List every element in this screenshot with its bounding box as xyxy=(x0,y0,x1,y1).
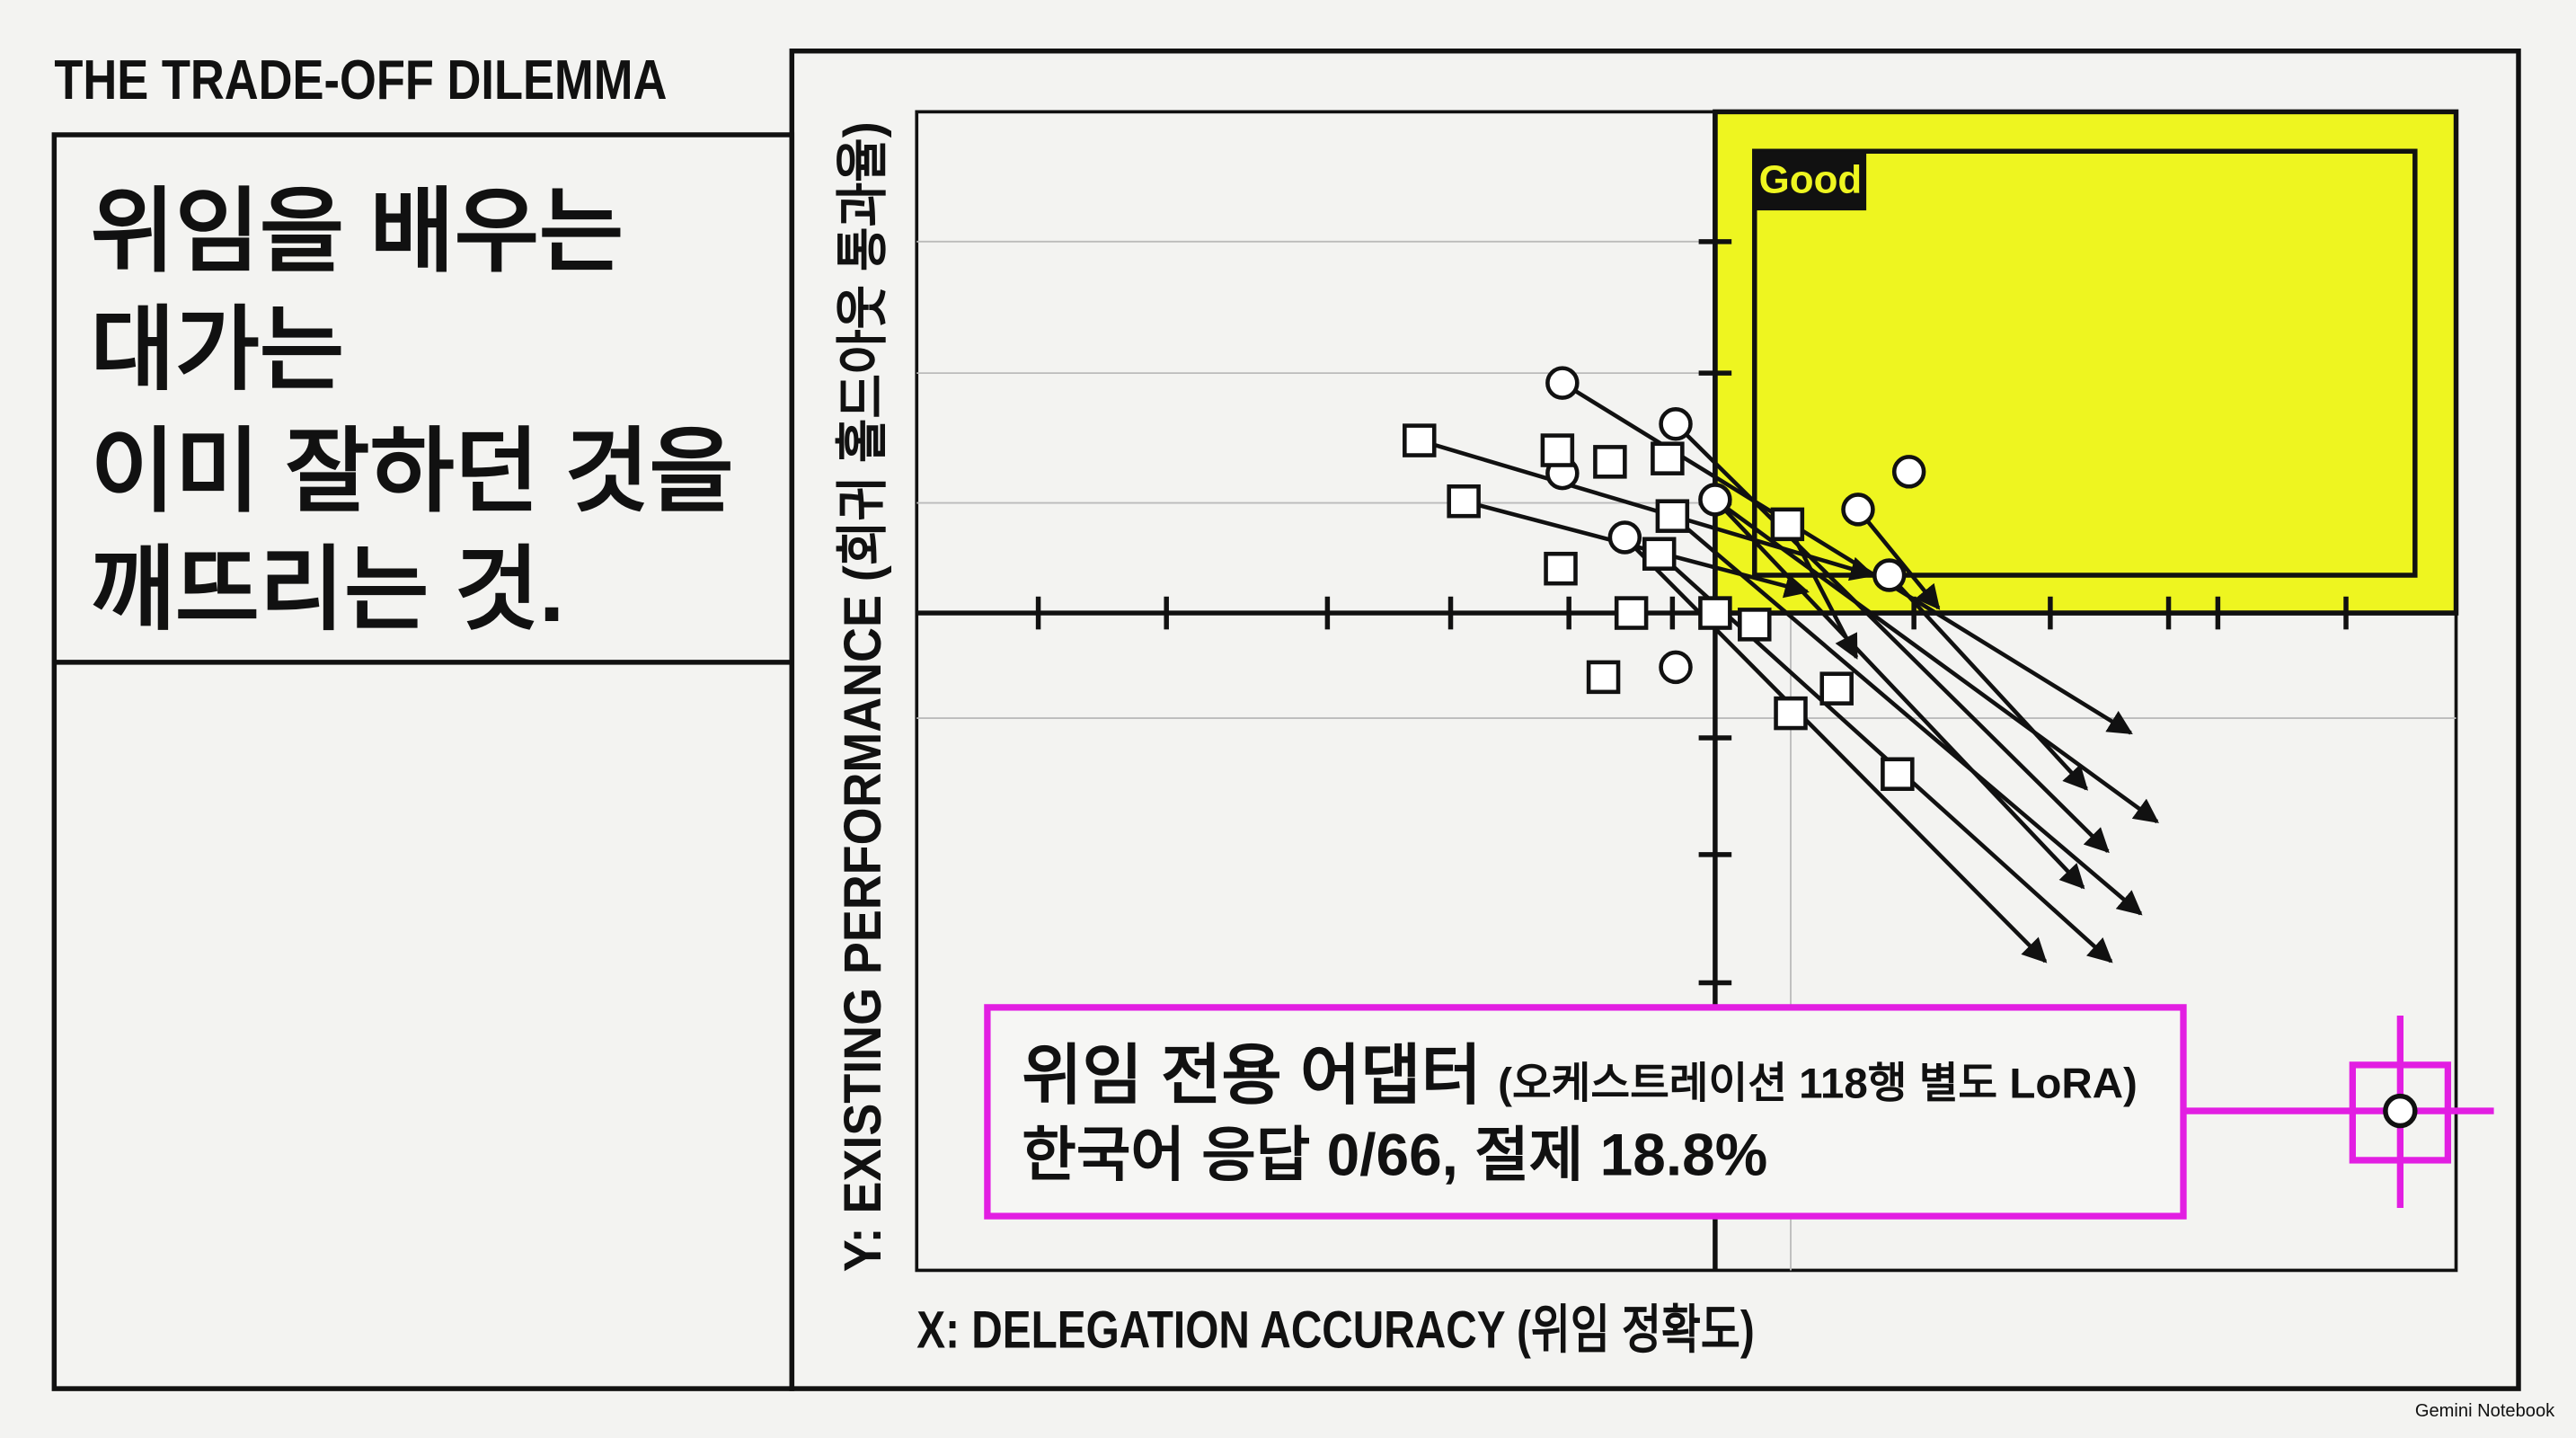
arrow xyxy=(1713,498,2085,890)
right-panel xyxy=(789,48,2521,1391)
adapter-point xyxy=(2383,1093,2418,1129)
square-marker xyxy=(1586,660,1621,695)
square-marker xyxy=(1655,499,1690,533)
arrow xyxy=(1888,573,2088,791)
square-marker xyxy=(1819,671,1854,706)
arrow xyxy=(1419,438,1876,581)
arrow xyxy=(1856,508,1941,610)
circle-marker xyxy=(1659,650,1693,685)
callout-box xyxy=(984,1004,2187,1220)
square-marker xyxy=(1447,484,1481,519)
callout-text: 위임 전용 어댑터 (오케스트레이션 118행 별도 LoRA) xyxy=(1022,1039,2138,1112)
headline-line: 이미 잘하던 것을 xyxy=(91,420,734,523)
headline-line: 대가는 xyxy=(91,297,345,401)
square-marker xyxy=(1738,608,1772,642)
callout-detail: 한국어 응답 0/66, 절제 18.8% xyxy=(1022,1121,1767,1187)
callout-title: 위임 전용 어댑터 xyxy=(1022,1039,1482,1112)
circle-marker xyxy=(1607,520,1642,555)
headline-line: 위임을 배우는 xyxy=(91,180,624,283)
arrow xyxy=(1561,381,2133,735)
good-label-box xyxy=(1754,151,1867,211)
x-axis-label: X: DELEGATION ACCURACY (위임 정확도) xyxy=(916,1300,1755,1359)
square-marker xyxy=(1774,696,1808,731)
arrow xyxy=(1623,536,2048,963)
square-marker xyxy=(1770,507,1805,542)
square-marker xyxy=(1651,441,1685,475)
square-marker xyxy=(1614,596,1649,630)
crosshair-box xyxy=(2349,1061,2452,1164)
arrow xyxy=(1785,523,1859,660)
arrow xyxy=(1674,422,2110,854)
circle-marker xyxy=(1891,455,1926,489)
square-marker xyxy=(1544,551,1578,586)
good-label: Good xyxy=(1759,158,1863,202)
plot-frame xyxy=(915,110,2458,1273)
arrow xyxy=(1670,514,2143,916)
square-marker xyxy=(1540,433,1575,467)
footer-brand: Gemini Notebook xyxy=(2415,1401,2555,1421)
circle-marker xyxy=(1659,407,1693,441)
good-zone-inner xyxy=(1752,148,2418,578)
circle-marker xyxy=(1698,483,1732,517)
square-marker xyxy=(1593,445,1627,479)
square-marker xyxy=(1642,537,1677,571)
circle-marker xyxy=(1872,558,1907,592)
headline-line: 깨뜨리는 것. xyxy=(91,537,565,641)
title: THE TRADE-OFF DILEMMA xyxy=(54,49,667,111)
callout-note: (오케스트레이션 118행 별도 LoRA) xyxy=(1498,1060,2138,1107)
y-axis-label: Y: EXISTING PERFORMANCE (회귀 홀드아웃 통과율) xyxy=(834,121,892,1272)
square-marker xyxy=(1698,596,1732,630)
plot: Good xyxy=(915,109,2459,1273)
square-marker xyxy=(1403,423,1437,457)
circle-marker xyxy=(1841,493,1875,527)
circle-marker xyxy=(1545,366,1580,400)
square-marker xyxy=(1881,757,1915,791)
